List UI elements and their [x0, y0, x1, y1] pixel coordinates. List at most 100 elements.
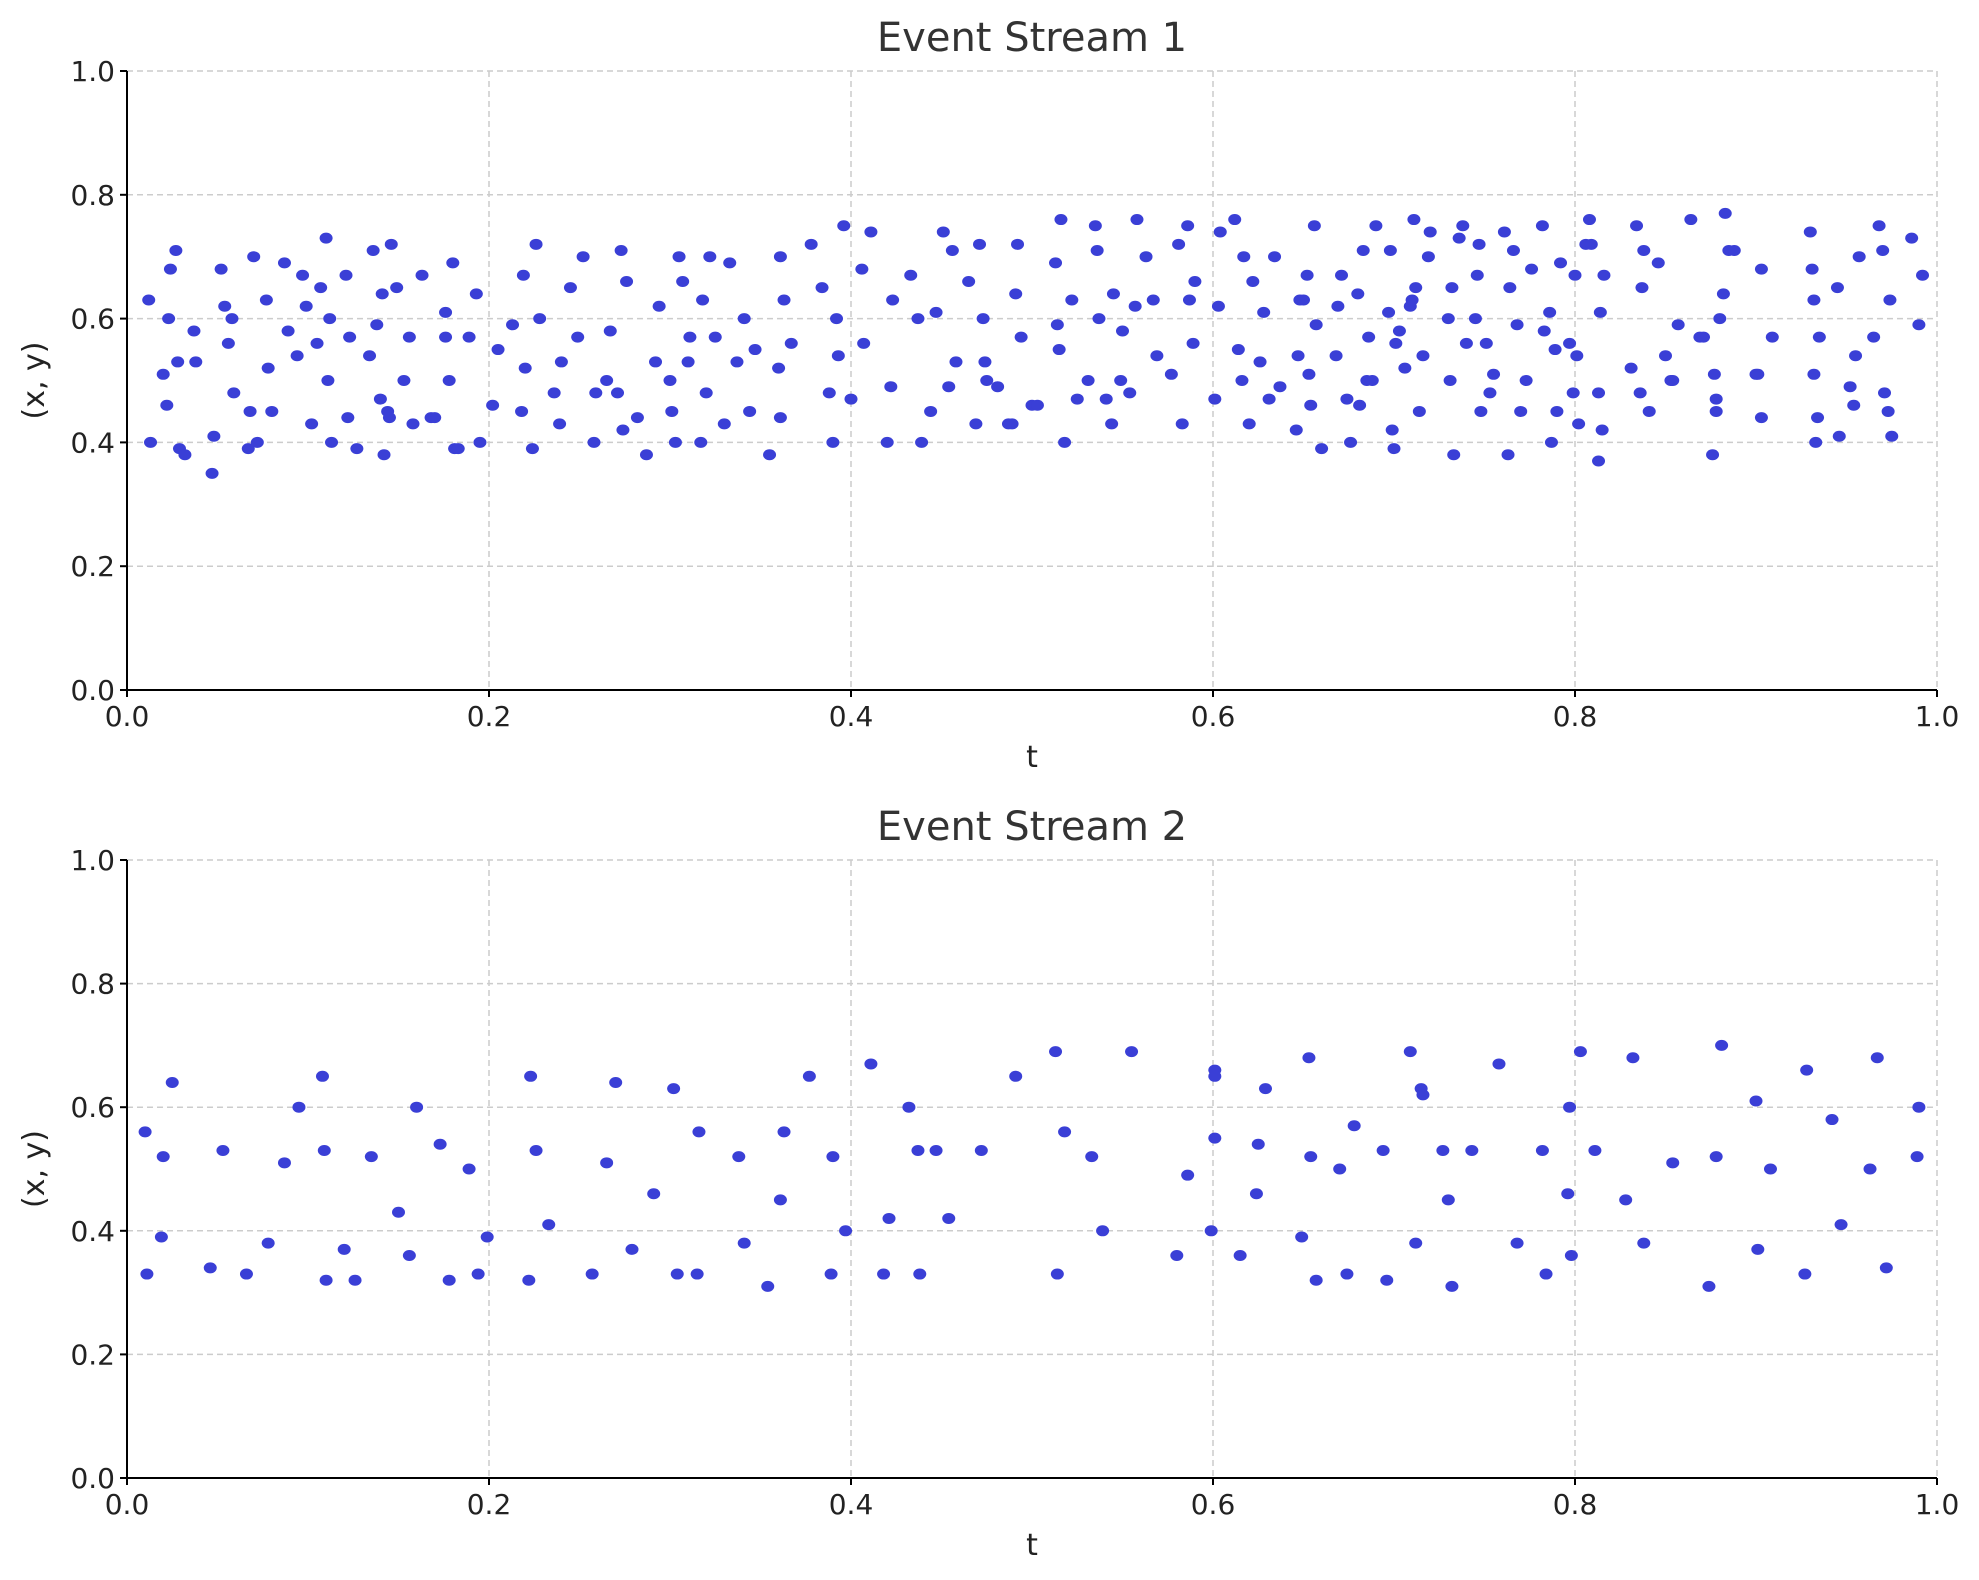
data-point [902, 1101, 916, 1113]
data-point [1543, 306, 1557, 318]
data-point [1130, 214, 1144, 226]
x-tick-label: 0.4 [829, 700, 874, 733]
data-point [630, 412, 644, 424]
data-point [571, 331, 585, 343]
data-point [1863, 1163, 1877, 1175]
data-point [1050, 319, 1064, 331]
data-point [462, 1163, 476, 1175]
data-point [524, 1070, 538, 1082]
data-point [1715, 1039, 1729, 1051]
y-tick-label: 0.6 [70, 1091, 115, 1124]
data-point [663, 375, 677, 386]
data-point [1058, 1126, 1072, 1138]
data-point [189, 356, 203, 368]
data-point [831, 350, 845, 362]
data-point [1642, 405, 1656, 417]
data-point [1233, 1250, 1247, 1262]
data-point [1582, 214, 1596, 226]
data-point [323, 313, 337, 325]
data-point [962, 275, 976, 287]
data-point [281, 325, 295, 337]
data-point [1421, 251, 1435, 263]
data-point [670, 1268, 684, 1280]
data-point [1876, 245, 1890, 257]
data-point [649, 356, 663, 368]
data-point [676, 275, 690, 287]
data-point [1150, 350, 1164, 362]
data-point [1570, 350, 1584, 362]
data-point [1253, 356, 1267, 368]
data-point [1014, 331, 1028, 343]
data-point [924, 405, 938, 417]
data-point [911, 313, 925, 325]
data-point [518, 362, 532, 374]
data-point [737, 1237, 751, 1249]
data-point [1501, 449, 1515, 461]
data-point [1065, 294, 1079, 306]
data-point [777, 294, 791, 306]
data-point [178, 449, 192, 461]
data-point [837, 220, 851, 232]
data-point [1405, 294, 1419, 306]
data-point [1302, 1052, 1316, 1064]
data-point [522, 1274, 536, 1286]
data-point [144, 436, 158, 448]
data-point [1105, 418, 1119, 430]
y-tick-label: 0.2 [70, 1338, 115, 1371]
data-point [1365, 375, 1379, 386]
data-point [1181, 1169, 1195, 1181]
data-point [339, 269, 353, 281]
data-point [1905, 232, 1919, 244]
data-point [929, 1144, 943, 1156]
data-point [576, 251, 590, 263]
data-point [1472, 238, 1486, 250]
data-point [690, 1268, 704, 1280]
data-point [723, 257, 737, 269]
data-point [486, 399, 500, 411]
data-point [1302, 368, 1316, 380]
data-point [382, 412, 396, 424]
data-point [1297, 294, 1310, 306]
data-point [1479, 337, 1493, 349]
data-point [1242, 418, 1256, 430]
data-point [1707, 368, 1721, 380]
data-point [1535, 1144, 1549, 1156]
data-point [402, 331, 416, 343]
data-point [911, 1144, 925, 1156]
scatter-panel-2: 0.0 0.2 0.4 0.6 0.8 1.0 0.0 0.2 0.4 0.6 0.8 1.0 Even… [17, 804, 1959, 1563]
data-point [1441, 313, 1455, 325]
data-point [1487, 368, 1501, 380]
data-point [1099, 393, 1113, 405]
data-point [915, 436, 929, 448]
data-point [1295, 1231, 1309, 1243]
data-point [1304, 399, 1318, 411]
x-axis-label: t [1026, 740, 1038, 775]
data-point [397, 375, 411, 386]
data-point [1910, 1151, 1924, 1163]
data-point [156, 368, 170, 380]
data-point [138, 1126, 152, 1138]
data-point [703, 251, 717, 263]
data-point [1697, 331, 1711, 343]
x-tick-label: 0.0 [105, 700, 150, 733]
x-tick-label: 0.0 [105, 1488, 150, 1521]
y-tick-label: 0.0 [70, 1462, 115, 1495]
data-point [373, 393, 387, 405]
data-point [529, 238, 543, 250]
data-point [203, 1262, 217, 1274]
data-point [1170, 1250, 1184, 1262]
x-tick-label: 0.6 [1191, 1488, 1236, 1521]
data-point [1671, 319, 1685, 331]
data-point [1335, 269, 1349, 281]
data-point [1114, 375, 1128, 386]
data-point [589, 387, 603, 399]
y-tick-label: 0.6 [70, 303, 115, 336]
data-point [600, 1157, 614, 1169]
data-point [1716, 288, 1730, 300]
data-point [1584, 238, 1598, 250]
data-point [647, 1188, 661, 1200]
data-point [325, 436, 339, 448]
data-point [773, 251, 787, 263]
data-point [1208, 1132, 1222, 1144]
data-point [171, 356, 185, 368]
